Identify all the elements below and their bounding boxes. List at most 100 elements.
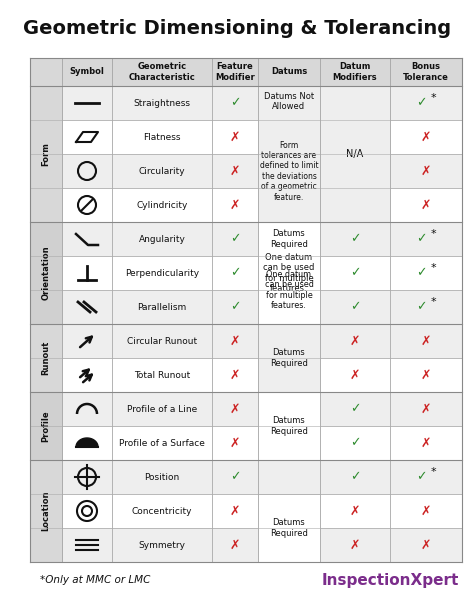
Text: ✗: ✗	[421, 436, 431, 449]
Bar	[112, 222, 212, 256]
Bar	[112, 154, 212, 188]
Text: Geometric Dimensioning & Tolerancing: Geometric Dimensioning & Tolerancing	[23, 18, 451, 37]
Bar	[390, 460, 462, 494]
Bar	[62, 358, 112, 392]
Bar	[390, 256, 462, 290]
Bar	[390, 86, 462, 120]
Bar	[62, 188, 112, 222]
Bar	[258, 392, 320, 426]
Text: Location: Location	[42, 491, 51, 531]
Text: ✗: ✗	[230, 538, 240, 552]
Bar	[30, 460, 62, 494]
Bar	[30, 154, 62, 188]
Bar	[30, 392, 62, 460]
Text: Symbol: Symbol	[70, 67, 104, 77]
Bar	[30, 86, 62, 222]
Text: Profile of a Surface: Profile of a Surface	[119, 438, 205, 447]
Bar	[62, 290, 112, 324]
Bar	[320, 120, 390, 154]
Text: ✗: ✗	[421, 164, 431, 178]
Text: ✗: ✗	[230, 164, 240, 178]
Text: ✓: ✓	[416, 232, 426, 245]
Bar	[320, 86, 390, 222]
Text: ✗: ✗	[421, 368, 431, 381]
Text: ✓: ✓	[230, 471, 240, 484]
Text: Profile: Profile	[42, 410, 51, 442]
Bar	[212, 58, 258, 86]
Text: Orientation: Orientation	[42, 246, 51, 300]
Bar	[258, 222, 320, 324]
Text: InspectionXpert: InspectionXpert	[322, 573, 459, 587]
Bar	[62, 324, 112, 358]
Bar	[30, 324, 62, 358]
Bar	[30, 120, 62, 154]
Bar	[30, 86, 62, 120]
Text: ✓: ✓	[230, 267, 240, 280]
Bar	[258, 222, 320, 324]
Text: ✗: ✗	[421, 403, 431, 416]
Bar	[62, 426, 112, 460]
Text: *: *	[430, 297, 436, 307]
Bar	[212, 188, 258, 222]
Bar	[320, 324, 390, 358]
Bar	[212, 494, 258, 528]
Bar	[30, 358, 62, 392]
Text: Total Runout: Total Runout	[134, 370, 190, 379]
Text: ✓: ✓	[416, 96, 426, 110]
Text: Flatness: Flatness	[143, 132, 181, 142]
Bar	[112, 86, 212, 120]
Text: ✗: ✗	[421, 335, 431, 348]
Text: Datums: Datums	[271, 67, 307, 77]
Text: Angularity: Angularity	[138, 235, 185, 243]
Text: *: *	[430, 467, 436, 477]
Bar	[258, 460, 320, 494]
Bar	[212, 154, 258, 188]
Bar	[30, 256, 62, 290]
Text: ✗: ✗	[230, 436, 240, 449]
Bar	[320, 86, 390, 120]
Text: *: *	[430, 93, 436, 103]
Text: ✓: ✓	[416, 300, 426, 313]
Text: Datums
Required: Datums Required	[270, 519, 308, 538]
Bar	[30, 222, 62, 324]
Text: ✗: ✗	[350, 504, 360, 517]
Bar	[390, 324, 462, 358]
Bar	[320, 494, 390, 528]
Bar	[212, 120, 258, 154]
Text: ✗: ✗	[230, 504, 240, 517]
Bar	[30, 392, 62, 426]
Bar	[320, 290, 390, 324]
Bar	[320, 426, 390, 460]
Bar	[62, 460, 112, 494]
Polygon shape	[76, 438, 98, 447]
Bar	[258, 58, 320, 86]
Bar	[390, 58, 462, 86]
Bar	[258, 494, 320, 562]
Bar	[390, 222, 462, 256]
Bar	[320, 58, 390, 86]
Bar	[390, 188, 462, 222]
Bar	[62, 256, 112, 290]
Text: ✗: ✗	[421, 199, 431, 211]
Text: ✗: ✗	[421, 131, 431, 143]
Bar	[30, 290, 62, 324]
Bar	[212, 86, 258, 120]
Text: Symmetry: Symmetry	[138, 541, 185, 549]
Bar	[62, 58, 112, 86]
Bar	[30, 324, 62, 392]
Text: ✗: ✗	[350, 335, 360, 348]
Text: N/A: N/A	[346, 149, 364, 159]
Bar	[62, 392, 112, 426]
Text: ✗: ✗	[230, 199, 240, 211]
Text: ✓: ✓	[416, 267, 426, 280]
Bar	[30, 460, 62, 562]
Bar	[212, 256, 258, 290]
Text: Perpendicularity: Perpendicularity	[125, 268, 199, 278]
Text: Datum
Modifiers: Datum Modifiers	[333, 63, 377, 82]
Bar	[320, 392, 390, 426]
Bar	[258, 86, 320, 222]
Text: Datums
Required: Datums Required	[270, 229, 308, 249]
Bar	[258, 290, 320, 324]
Bar	[320, 256, 390, 290]
Bar	[258, 528, 320, 562]
